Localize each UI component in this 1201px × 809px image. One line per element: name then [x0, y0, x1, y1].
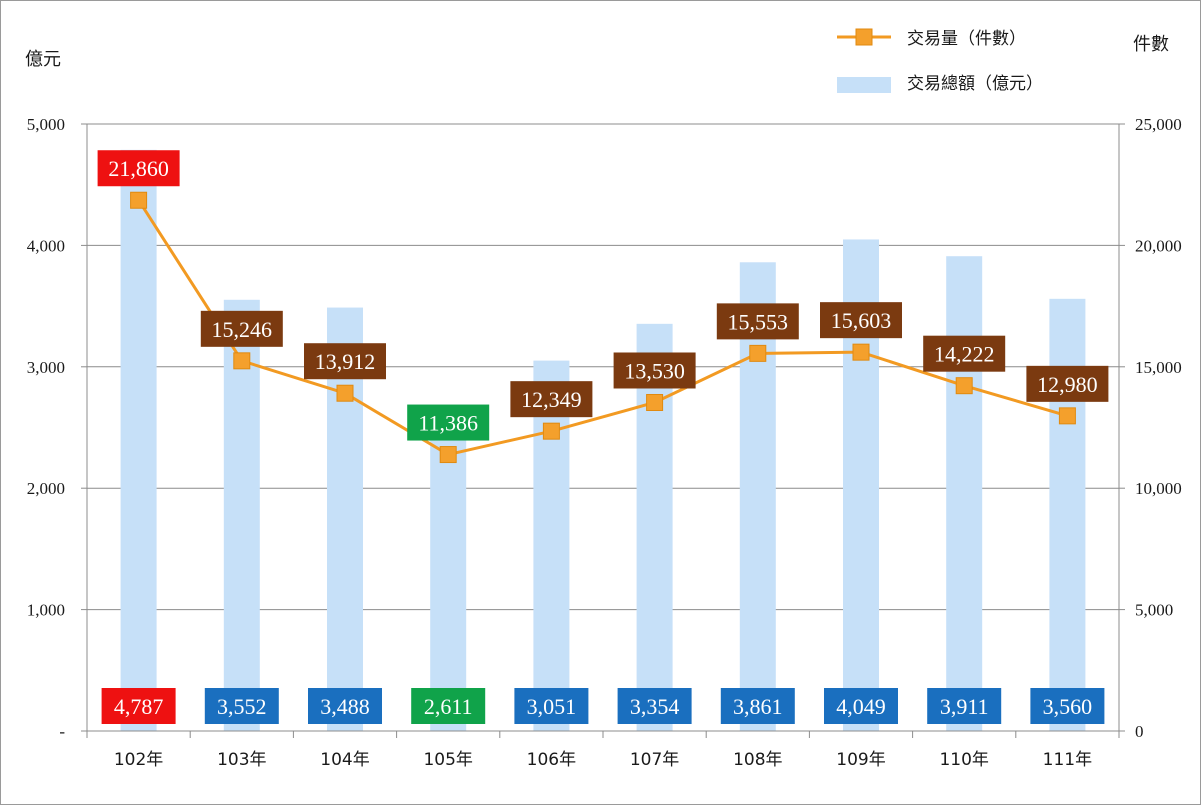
left-axis-tick-label: 1,000 [27, 601, 65, 620]
line-value-label: 12,349 [521, 387, 582, 412]
bar-series [120, 149, 1086, 731]
line-marker [749, 344, 767, 362]
bar-value-label: 3,488 [320, 694, 370, 719]
right-axis-unit-label: 件數 [1133, 34, 1169, 55]
bar-value-label: 2,611 [424, 694, 473, 719]
line-value-label: 15,246 [212, 317, 273, 342]
line-value-label-box [407, 404, 490, 441]
line-marker [1058, 407, 1076, 425]
right-axis-tick-label: 20,000 [1135, 236, 1182, 255]
line-value-label-box [923, 335, 1006, 372]
x-axis-category-label: 103年 [217, 750, 266, 770]
x-axis-category-label: 106年 [527, 750, 576, 770]
bar [1049, 298, 1086, 731]
bar-value-label: 4,049 [836, 694, 886, 719]
line-path [137, 199, 1068, 457]
line-value-label: 15,553 [728, 309, 789, 334]
line-value-label-box [304, 343, 386, 380]
bar-value-label-box [308, 688, 382, 724]
legend: 交易量（件數） 交易總額（億元） [837, 28, 1043, 94]
data-labels: 4,787 3,552 3,488 2,611 3,051 3,354 3,861 4,049… [97, 150, 1109, 724]
x-axis-category-label: 102年 [114, 750, 163, 770]
line-marker [439, 446, 457, 464]
line-marker [336, 384, 354, 402]
bar-value-label-box [411, 688, 486, 724]
line-series [130, 191, 1076, 464]
bar [430, 414, 467, 731]
x-axis-category-label: 109年 [836, 750, 885, 770]
line-value-label-box [716, 303, 799, 340]
bar [739, 262, 776, 731]
bar [946, 256, 983, 731]
bar-value-label: 3,911 [940, 694, 989, 719]
x-axis-category-label: 110年 [939, 750, 988, 770]
bar [533, 360, 570, 731]
axes: - 1,000 2,000 3,000 4,000 5,000 0 5,000 10,000 15… [27, 115, 1182, 770]
bar-value-label: 3,354 [630, 694, 680, 719]
line-value-label: 13,912 [315, 349, 376, 374]
line-marker [646, 393, 664, 411]
right-axis-tick-label: 15,000 [1135, 358, 1182, 377]
bar-value-label-box [720, 688, 795, 724]
left-axis-tick-label: - [59, 722, 65, 741]
line-value-label: 12,980 [1037, 372, 1098, 397]
legend-marker-swatch [855, 28, 873, 46]
x-axis-category-label: 108年 [733, 750, 782, 770]
legend-bar-label: 交易總額（億元） [907, 74, 1043, 94]
bar-value-label-box [1030, 688, 1105, 724]
line-value-label: 15,603 [831, 308, 892, 333]
line-value-label-box [613, 352, 696, 389]
left-axis-tick-label: 3,000 [27, 358, 65, 377]
bar [120, 149, 157, 731]
x-axis-category-label: 107年 [630, 750, 679, 770]
bar-value-label-box [824, 688, 898, 724]
bar [636, 323, 673, 731]
left-axis-tick-label: 2,000 [27, 479, 65, 498]
bar-value-label: 3,051 [527, 694, 577, 719]
left-axis-tick-label: 4,000 [27, 236, 65, 255]
bar-value-label-box [204, 688, 279, 724]
line-marker [130, 191, 148, 209]
bar-value-label: 3,861 [733, 694, 783, 719]
line-value-label: 21,860 [108, 156, 169, 181]
bar-value-label: 3,560 [1043, 694, 1093, 719]
bar-value-label-box [101, 688, 176, 724]
line-marker [542, 422, 560, 440]
bar [223, 299, 260, 731]
x-axis-category-label: 104年 [320, 750, 369, 770]
left-axis-tick-label: 5,000 [27, 115, 65, 134]
x-axis-category-label: 105年 [423, 750, 472, 770]
legend-line-label: 交易量（件數） [907, 29, 1026, 49]
line-value-label-box [200, 310, 283, 347]
line-value-label-box [820, 302, 902, 339]
right-axis-tick-label: 5,000 [1135, 601, 1173, 620]
line-value-label-box [510, 381, 593, 418]
legend-bar-swatch [837, 77, 891, 93]
right-axis-tick-label: 10,000 [1135, 479, 1182, 498]
line-value-label: 11,386 [418, 411, 478, 436]
line-value-label: 13,530 [624, 358, 685, 383]
left-axis-unit-label: 億元 [25, 49, 61, 70]
line-value-label-box [1026, 365, 1109, 402]
bar-value-label-box [927, 688, 1002, 724]
line-marker [233, 352, 251, 370]
right-axis-tick-label: 0 [1135, 722, 1144, 741]
bar-value-label: 3,552 [217, 694, 267, 719]
line-value-label-box [97, 150, 180, 187]
right-axis-tick-label: 25,000 [1135, 115, 1182, 134]
bar-value-label: 4,787 [114, 694, 164, 719]
x-axis-category-label: 111年 [1043, 750, 1092, 770]
bar-value-label-box [617, 688, 692, 724]
line-marker [852, 343, 870, 361]
bar-value-label-box [514, 688, 589, 724]
line-marker [955, 377, 973, 395]
line-value-label: 14,222 [934, 342, 995, 367]
